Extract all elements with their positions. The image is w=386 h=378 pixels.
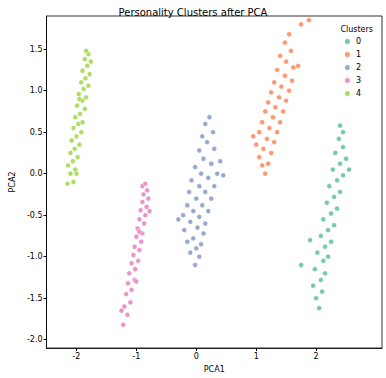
svg-text:-1.0: -1.0 bbox=[27, 252, 43, 261]
svg-text:1: 1 bbox=[254, 352, 259, 361]
svg-text:PCA1: PCA1 bbox=[204, 365, 225, 374]
svg-text:0: 0 bbox=[356, 37, 361, 46]
svg-text:2: 2 bbox=[314, 352, 319, 361]
svg-text:-2.0: -2.0 bbox=[27, 335, 43, 344]
svg-text:0.5: 0.5 bbox=[30, 128, 43, 137]
svg-text:-2: -2 bbox=[72, 352, 80, 361]
svg-text:Personality Clusters after PCA: Personality Clusters after PCA bbox=[119, 7, 268, 18]
svg-text:3: 3 bbox=[356, 76, 361, 85]
svg-text:0: 0 bbox=[194, 352, 199, 361]
svg-text:-1: -1 bbox=[132, 352, 140, 361]
svg-text:0.0: 0.0 bbox=[30, 169, 43, 178]
svg-text:-1.5: -1.5 bbox=[27, 294, 43, 303]
svg-text:2: 2 bbox=[356, 63, 361, 72]
svg-text:1.5: 1.5 bbox=[30, 45, 43, 54]
svg-text:1: 1 bbox=[356, 50, 361, 59]
svg-text:Clusters: Clusters bbox=[340, 25, 373, 34]
svg-text:1.0: 1.0 bbox=[30, 86, 43, 95]
svg-text:PCA2: PCA2 bbox=[8, 172, 17, 193]
svg-text:-0.5: -0.5 bbox=[27, 211, 43, 220]
svg-text:4: 4 bbox=[356, 89, 361, 98]
